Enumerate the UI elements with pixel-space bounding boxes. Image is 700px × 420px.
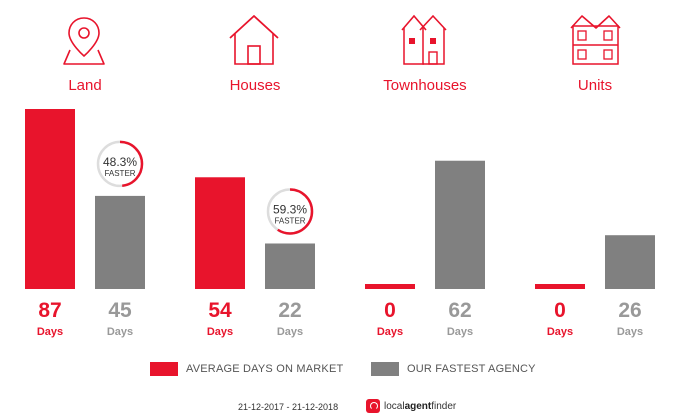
bar-fastest: [265, 243, 315, 289]
bar-unit-label: Days: [207, 326, 233, 338]
bar-value-label: 26: [618, 299, 641, 322]
bar-unit-label: Days: [37, 326, 63, 338]
bar-unit-label: Days: [377, 326, 403, 338]
legend-item-fastest: OUR FASTEST AGENCY: [371, 362, 536, 376]
map-pin-outline: [68, 17, 100, 58]
bar-value-label: 87: [38, 299, 61, 322]
house-walls: [234, 34, 274, 65]
category-label: Land: [68, 77, 101, 94]
bar-value-label: 45: [108, 299, 132, 322]
bar-fastest: [435, 160, 485, 289]
legend: AVERAGE DAYS ON MARKET OUR FASTEST AGENC…: [0, 362, 700, 380]
faster-badge-progress: [266, 188, 314, 235]
brand-logo[interactable]: localagentfinder: [366, 399, 456, 413]
bar-value-label: 0: [554, 299, 566, 322]
house-door: [247, 45, 261, 65]
brand-name-local: local: [384, 400, 405, 412]
bar-value-label: 62: [448, 299, 471, 322]
category-label: Townhouses: [383, 77, 466, 94]
bar-unit-label: Days: [447, 326, 473, 338]
map-pin-dot: [78, 27, 90, 39]
faster-badge-progress: [96, 140, 144, 188]
house-roof: [229, 15, 279, 39]
townhouse-door: [428, 51, 438, 65]
bar-average: [365, 284, 415, 289]
townhouse-left-roof: [401, 14, 427, 31]
bar-fastest: [605, 235, 655, 289]
units-window-1: [577, 30, 587, 41]
units-window-4: [603, 49, 613, 60]
brand-name-agent: agent: [404, 400, 432, 412]
legend-swatch-fastest: [371, 362, 399, 376]
units-window-2: [603, 30, 613, 41]
bar-value-label: 54: [208, 299, 232, 322]
faster-badge-label: FASTER: [274, 216, 305, 225]
bar-value-label: 22: [278, 299, 301, 322]
faster-badge-label: FASTER: [104, 169, 135, 178]
brand-name: localagentfinder: [384, 401, 456, 412]
bar-unit-label: Days: [617, 326, 643, 338]
localagentfinder-logo-icon: [366, 399, 380, 413]
footer: 21-12-2017 - 21-12-2018 localagentfinder: [0, 396, 700, 416]
units-roof: [570, 15, 621, 29]
townhouse-right-walls: [422, 28, 445, 65]
category-label: Houses: [230, 77, 281, 94]
townhouse-left-walls: [403, 28, 424, 65]
townhouse-right-roof: [419, 14, 447, 31]
bar-value-label: 0: [384, 299, 396, 322]
bar-average: [195, 177, 245, 289]
townhouse-window-1: [409, 38, 415, 44]
legend-label-average: AVERAGE DAYS ON MARKET: [186, 363, 344, 375]
bar-unit-label: Days: [277, 326, 303, 338]
legend-item-average: AVERAGE DAYS ON MARKET: [150, 362, 343, 376]
faster-badge-percent: 59.3%: [273, 202, 307, 216]
townhouses-icon: [401, 14, 447, 65]
legend-label-fastest: OUR FASTEST AGENCY: [407, 363, 536, 375]
townhouse-window-2: [430, 38, 436, 44]
legend-swatch-average: [150, 362, 178, 376]
map-pin-icon: [63, 17, 105, 65]
house-icon: [229, 15, 279, 65]
bar-fastest: [95, 195, 145, 289]
units-window-3: [577, 49, 587, 60]
chart: Land Houses Townhouses Units 87 Days 54 Days 0 Da…: [25, 14, 655, 338]
date-range: 21-12-2017 - 21-12-2018: [238, 402, 339, 412]
brand-name-finder: finder: [431, 400, 457, 412]
bar-average: [535, 284, 585, 289]
faster-badge-percent: 48.3%: [103, 155, 137, 169]
map-base: [63, 49, 105, 65]
category-label: Units: [578, 77, 612, 94]
bar-average: [25, 109, 75, 289]
bar-unit-label: Days: [107, 326, 133, 338]
bar-unit-label: Days: [547, 326, 573, 338]
units-icon: [570, 15, 621, 65]
